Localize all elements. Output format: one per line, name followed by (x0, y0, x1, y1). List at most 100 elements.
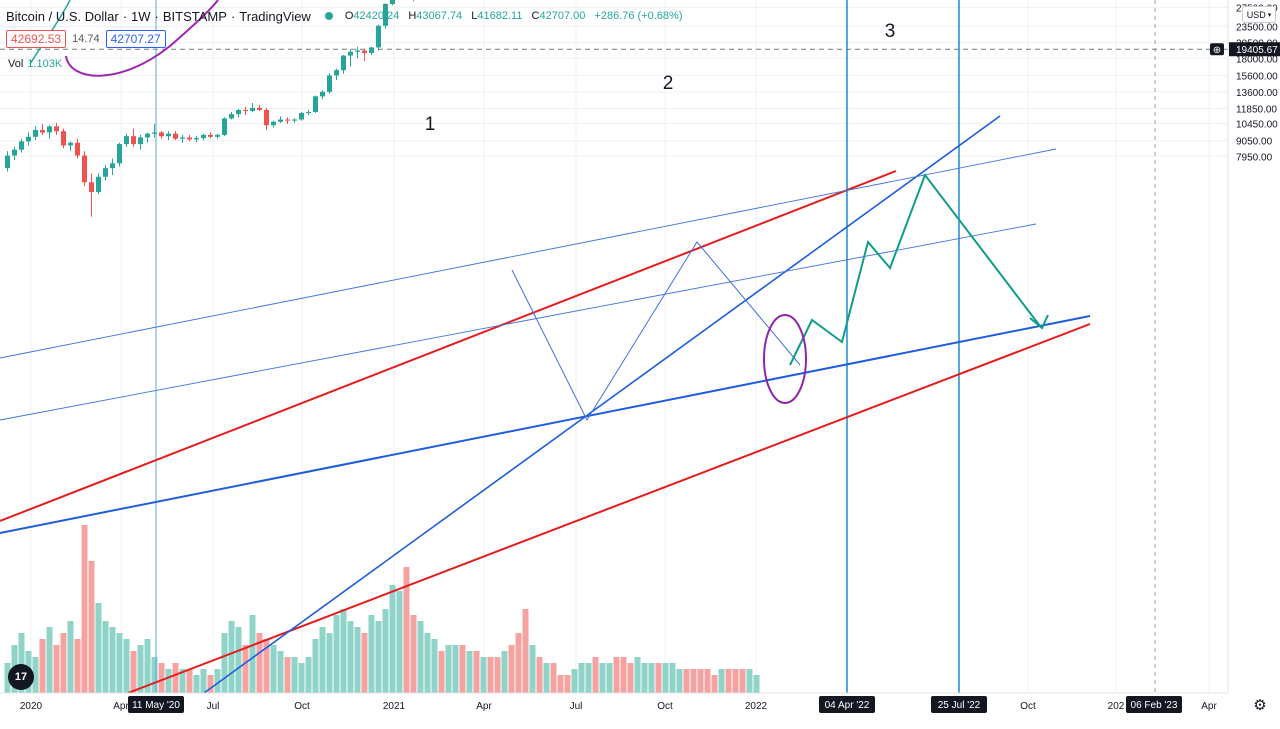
candle-body (383, 3, 388, 26)
level-price-text: 19405.67 (1236, 45, 1278, 56)
forecast-arrowhead (1029, 314, 1049, 330)
gear-icon[interactable]: ⚙ (1253, 697, 1267, 714)
volume-bar (571, 669, 578, 693)
date-marker-text: 04 Apr '22 (825, 700, 870, 711)
horizontal-levels (0, 48, 1228, 50)
source-label: TradingView (239, 8, 311, 24)
highlight-ellipse (763, 314, 807, 404)
candle-body (40, 129, 45, 133)
candle-body (12, 149, 17, 156)
candle-body (313, 96, 318, 112)
volume-bar (39, 639, 46, 693)
low-value: 41682.11 (477, 10, 523, 22)
price-tick-label: 7950.00 (1236, 152, 1273, 163)
volume-bar (186, 669, 193, 693)
candle-body (215, 134, 220, 137)
candle-body (187, 137, 192, 140)
volume-bar (683, 669, 690, 693)
volume-bar (67, 621, 74, 693)
volume-bar (599, 663, 606, 693)
chart-grid (0, 0, 1228, 693)
volume-bar (711, 675, 718, 693)
date-marker-badge (128, 696, 184, 713)
date-marker-badge (1126, 696, 1182, 713)
volume-bar (431, 639, 438, 693)
volume-label: Vol (8, 58, 24, 70)
volume-bar (116, 633, 123, 693)
symbol-name[interactable]: Bitcoin / U.S. Dollar (6, 8, 119, 24)
volume-bar (746, 669, 753, 693)
volume-bar (382, 609, 389, 693)
currency-label: USD (1246, 9, 1266, 20)
time-tick-label: Apr (1201, 701, 1217, 712)
sell-button[interactable]: 42692.53 (6, 30, 67, 48)
time-tick-label: Oct (1020, 701, 1036, 712)
volume-bar (613, 657, 620, 693)
time-tick-label: 2022 (745, 701, 768, 712)
volume-bar (494, 657, 501, 693)
volume-bar (578, 663, 585, 693)
volume-bar (515, 633, 522, 693)
ohlc-values: O42420.24 H43067.74 L41682.11 C42707.00 … (344, 10, 683, 22)
volume-bar (550, 663, 557, 693)
volume-bar (634, 657, 641, 693)
volume-bar (95, 603, 102, 693)
volume-bar (725, 669, 732, 693)
candle-body (250, 107, 255, 111)
high-value: 43067.74 (416, 10, 463, 22)
crosshair-icon[interactable] (1210, 43, 1224, 56)
candle-body (173, 133, 178, 139)
volume-bar (179, 669, 186, 693)
forecast-zigzag (789, 172, 1041, 366)
blue-zigzag-path (511, 241, 801, 422)
interval-label[interactable]: 1W (131, 8, 151, 24)
candle-body (75, 142, 80, 156)
date-marker-lines (155, 0, 960, 693)
candle-body (5, 155, 10, 169)
volume-bar (676, 669, 683, 693)
buy-button[interactable]: 42707.27 (105, 30, 166, 48)
volume-bar (235, 627, 242, 693)
volume-bar (704, 669, 711, 693)
volume-bar (648, 663, 655, 693)
date-marker-text: 06 Feb '23 (1131, 700, 1178, 711)
time-tick-label: Oct (657, 701, 673, 712)
volume-bar (375, 621, 382, 693)
price-tick-label: 15600.00 (1236, 71, 1278, 82)
volume-bar (340, 609, 347, 693)
volume-bar (60, 633, 67, 693)
volume-bar (137, 645, 144, 693)
candle-body (320, 91, 325, 97)
time-axis[interactable]: 2020 Apr Jul Oct 2021 Apr Jul Oct 2022 Oct 202 Apr (20, 701, 1218, 712)
candle-body (110, 163, 115, 169)
volume-bar (536, 657, 543, 693)
volume-legend: Vol 1.103K (8, 58, 62, 70)
volume-bar (361, 633, 368, 693)
candle-body (236, 109, 241, 115)
currency-selector[interactable]: USD ▾ (1242, 6, 1276, 23)
volume-bar (473, 651, 480, 693)
volume-bar (669, 663, 676, 693)
exchange-label: BITSTAMP (162, 8, 227, 24)
time-tick-label: 202 (1108, 701, 1125, 712)
red-channel-upper (0, 170, 897, 522)
candle-body (285, 119, 290, 121)
candle-body (138, 137, 143, 145)
volume-bar (277, 651, 284, 693)
volume-bar (410, 615, 417, 693)
tradingview-logo-icon[interactable]: 17 (8, 664, 34, 690)
candle-body (131, 136, 136, 145)
candle-body (348, 51, 353, 56)
candle-body (243, 109, 248, 111)
volume-bar (508, 645, 515, 693)
volume-bar (697, 669, 704, 693)
volume-bar (214, 669, 221, 693)
candle-body (68, 142, 73, 146)
candle-body (33, 129, 38, 137)
crosshair-icon-glyph: ⊕ (1213, 45, 1221, 56)
candle-body (61, 131, 66, 146)
change-value: +286.76 (+0.68%) (594, 10, 683, 22)
price-tick-label: 13600.00 (1236, 88, 1278, 99)
thin-blue-upper-line (0, 148, 1057, 359)
